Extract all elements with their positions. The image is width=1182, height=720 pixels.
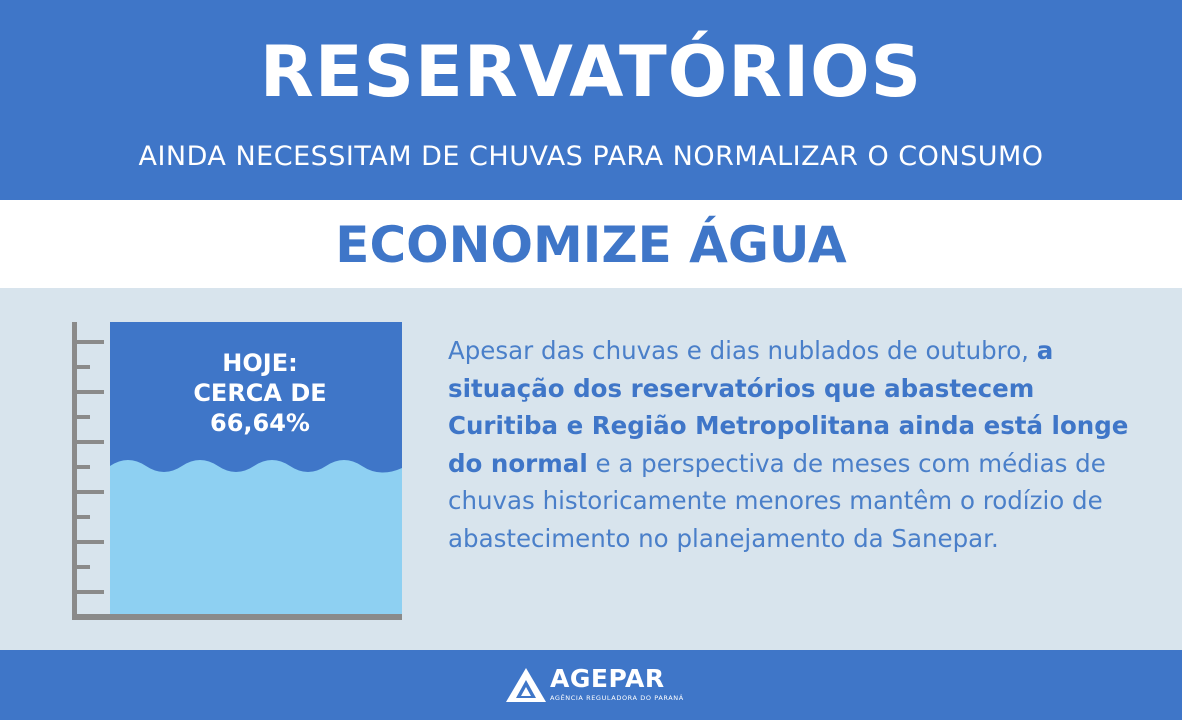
- body-text-conclusion: e a perspectiva de meses com médias de c…: [448, 448, 1106, 553]
- reservoir-water: [110, 460, 402, 614]
- page-title: RESERVATÓRIOS: [259, 31, 923, 113]
- footer-band: [0, 650, 1182, 720]
- logo-name: AGEPAR: [550, 664, 665, 693]
- reservoir-graphic: [72, 322, 402, 620]
- header-band: [0, 0, 1182, 200]
- scale-base-bar: [72, 614, 402, 620]
- reservoir-label-line-1: HOJE:: [222, 349, 298, 377]
- scale-ticks: [72, 340, 104, 594]
- reservoir-level-gauge: HOJE: CERCA DE 66,64%: [60, 318, 410, 628]
- reservoir-level-label: HOJE: CERCA DE 66,64%: [110, 348, 410, 438]
- page-subtitle: AINDA NECESSITAM DE CHUVAS PARA NORMALIZ…: [138, 141, 1044, 172]
- body-text-intro: Apesar das chuvas e dias nublados de out…: [448, 336, 1037, 365]
- banner-band: [0, 200, 1182, 288]
- call-to-action-heading: ECONOMIZE ÁGUA: [335, 216, 847, 274]
- scale-vertical-bar: [72, 322, 77, 620]
- reservoir-label-line-3: 66,64%: [210, 409, 310, 437]
- body-paragraph: Apesar das chuvas e dias nublados de out…: [448, 332, 1138, 557]
- reservoir-label-line-2: CERCA DE: [193, 379, 327, 407]
- body-text-highlight: a situação dos reservatórios que abastec…: [448, 336, 1129, 478]
- agepar-logo-icon: [506, 668, 546, 702]
- logo-tagline: AGÊNCIA REGULADORA DO PARANÁ: [550, 694, 684, 702]
- agepar-logo: AGEPAR AGÊNCIA REGULADORA DO PARANÁ: [506, 664, 686, 710]
